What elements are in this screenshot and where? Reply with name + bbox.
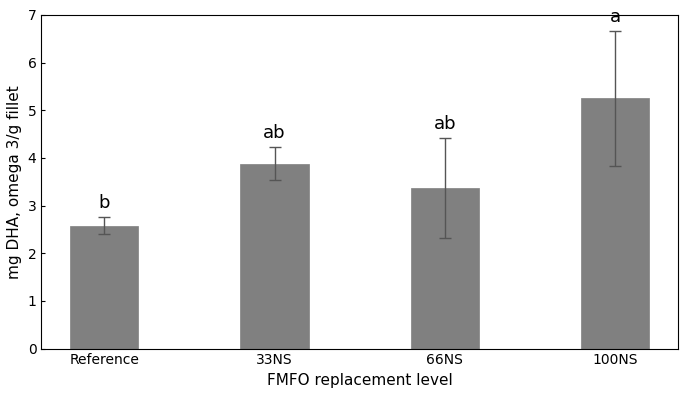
Text: ab: ab	[434, 115, 456, 133]
Text: ab: ab	[263, 124, 286, 142]
X-axis label: FMFO replacement level: FMFO replacement level	[266, 373, 453, 388]
Bar	[581, 98, 649, 349]
Bar	[411, 188, 479, 349]
Bar	[240, 164, 308, 349]
Y-axis label: mg DHA, omega 3/g fillet: mg DHA, omega 3/g fillet	[7, 85, 22, 278]
Text: b: b	[99, 194, 110, 212]
Bar	[70, 226, 138, 349]
Text: a: a	[610, 8, 621, 26]
